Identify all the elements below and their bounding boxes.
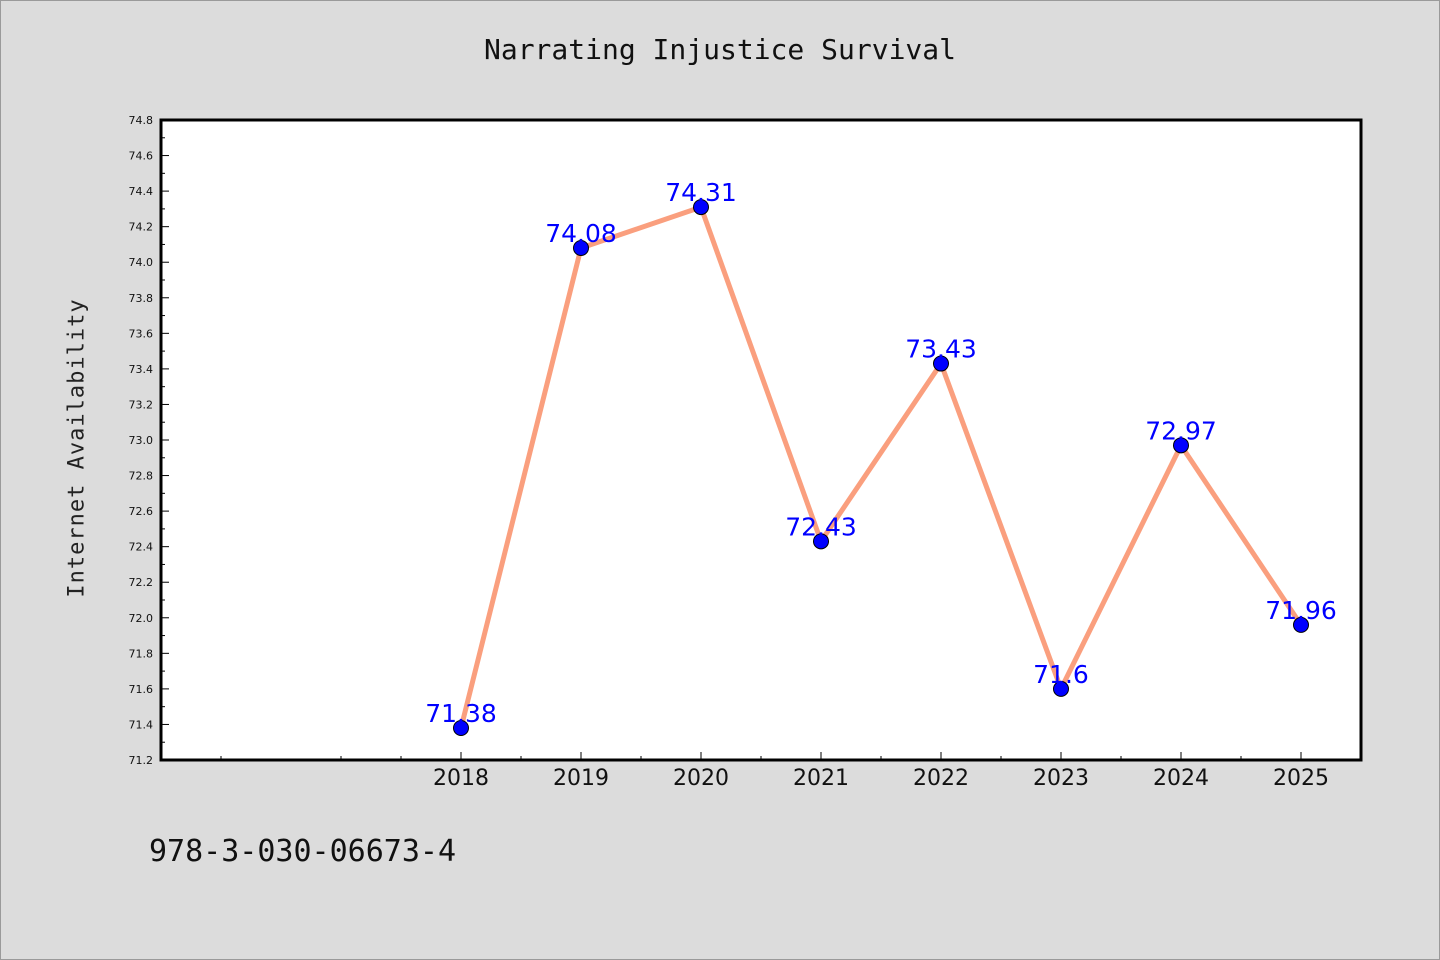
y-tick-label: 71.4 — [129, 718, 154, 731]
data-point — [453, 720, 469, 736]
y-tick-label: 74.0 — [129, 256, 154, 269]
y-tick-label: 73.6 — [129, 327, 154, 340]
y-tick-label: 71.2 — [129, 754, 154, 767]
x-tick-label: 2018 — [433, 766, 489, 791]
data-label: 72.43 — [785, 512, 857, 541]
data-point — [693, 199, 709, 216]
data-point — [1293, 616, 1309, 633]
data-label: 71.6 — [1033, 660, 1089, 689]
y-tick-label: 73.4 — [129, 363, 154, 376]
y-tick-label: 72.6 — [129, 505, 154, 518]
y-tick-label: 72.4 — [129, 541, 154, 554]
data-label: 71.96 — [1265, 596, 1337, 625]
plot-border — [159, 118, 1363, 762]
y-tick-label: 72.8 — [129, 470, 154, 483]
x-tick-label: 2024 — [1153, 766, 1209, 791]
data-point — [1173, 437, 1189, 454]
y-tick-label: 72.2 — [129, 576, 154, 589]
data-point — [573, 240, 589, 256]
data-label: 72.97 — [1145, 416, 1217, 445]
x-tick-label: 2019 — [553, 766, 609, 791]
axis-ticks: 71.2 71.4 71.6 71.8 72.0 72.2 72.4 72.6 72.8 73.0… — [129, 114, 1330, 791]
chart-title: Narrating Injustice Survival — [483, 33, 956, 66]
data-point — [1053, 680, 1069, 697]
y-tick-label: 74.4 — [129, 185, 154, 198]
y-tick-label: 73.8 — [129, 292, 154, 305]
y-tick-label: 74.8 — [129, 114, 154, 127]
data-label: 71.38 — [425, 699, 497, 728]
y-tick-label: 74.6 — [129, 150, 154, 163]
data-label: 74.08 — [545, 219, 617, 248]
x-tick-label: 2021 — [793, 766, 849, 791]
data-label: 74.31 — [665, 178, 737, 207]
series-line — [458, 204, 1304, 731]
data-point — [933, 355, 949, 372]
y-tick-label: 71.8 — [129, 647, 154, 660]
x-tick-label: 2023 — [1033, 766, 1089, 791]
plot-area — [161, 120, 1361, 760]
x-tick-label: 2025 — [1273, 766, 1329, 791]
data-point — [813, 533, 829, 550]
isbn-text: 978-3-030-06673-4 — [149, 834, 457, 869]
data-label: 73.43 — [905, 335, 977, 364]
series-layer: 71.38 74.08 74.31 72.43 73.43 71.6 72.97 71.96 — [425, 178, 1337, 736]
y-tick-label: 72.0 — [129, 612, 154, 625]
x-tick-label: 2020 — [673, 766, 729, 791]
y-tick-label: 71.6 — [129, 683, 154, 696]
y-tick-label: 73.0 — [129, 434, 154, 447]
y-tick-label: 74.2 — [129, 221, 154, 234]
x-tick-label: 2022 — [913, 766, 969, 791]
y-tick-label: 73.2 — [129, 398, 154, 411]
